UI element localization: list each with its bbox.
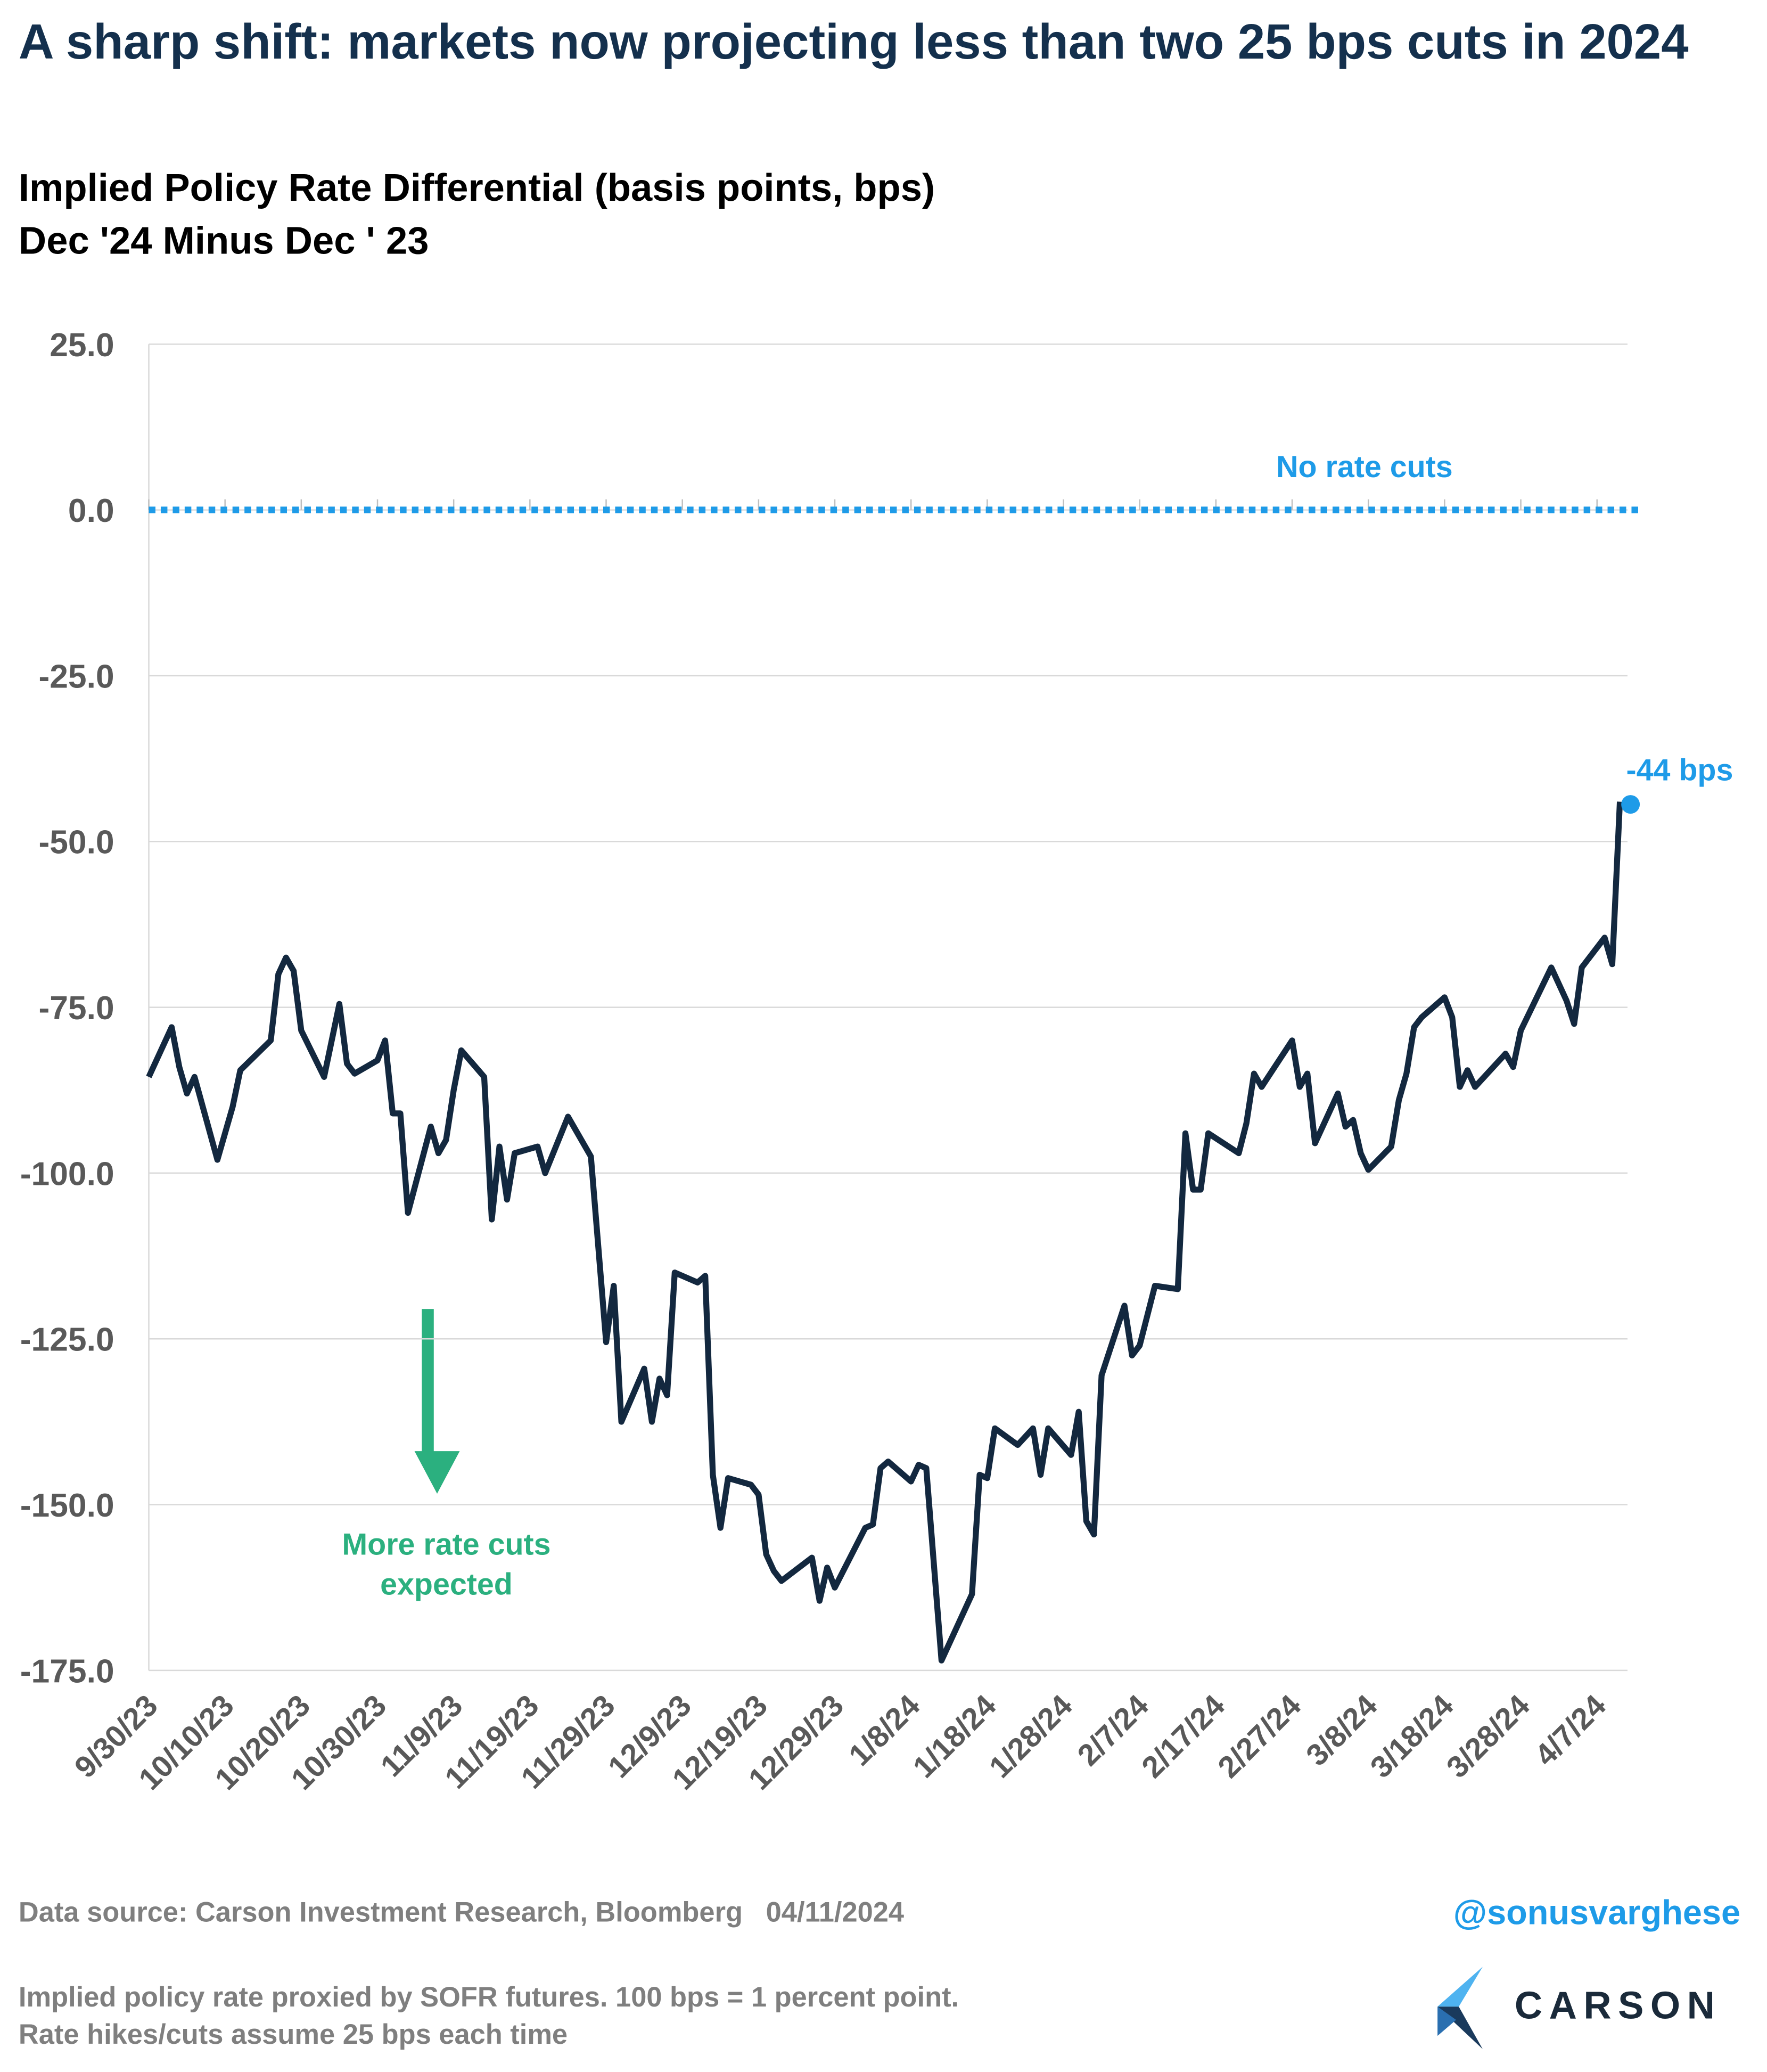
note: Implied policy rate proxied by SOFR futu… [18, 1983, 959, 2013]
data-line [146, 801, 1623, 1664]
y-tick-label: -25.0 [38, 658, 114, 695]
subtitle: Implied Policy Rate Differential (basis … [18, 167, 935, 210]
reference-label: No rate cuts [1276, 450, 1453, 484]
annotation: expected [380, 1568, 513, 1602]
x-tick-label: 1/18/24 [907, 1689, 1003, 1785]
logo-text: CARSON [1514, 1985, 1722, 2028]
handle: @sonusvarghese [1453, 1892, 1741, 1932]
subtitle: Dec '24 Minus Dec ' 23 [18, 220, 429, 264]
y-tick-label: 0.0 [68, 493, 114, 529]
x-tick-label: 3/28/24 [1440, 1689, 1536, 1785]
x-tick-label: 4/7/24 [1528, 1689, 1613, 1773]
x-tick-label: 3/18/24 [1364, 1689, 1460, 1785]
arrow-head [414, 1451, 460, 1494]
y-tick-label: -50.0 [38, 824, 114, 861]
note: Rate hikes/cuts assume 25 bps each time [18, 2020, 568, 2051]
x-tick-label: 2/27/24 [1212, 1689, 1308, 1785]
end-point [1621, 795, 1640, 814]
y-tick-label: -150.0 [20, 1487, 114, 1524]
source: Data source: Carson Investment Research,… [18, 1897, 905, 1928]
logo-mark [1437, 1967, 1483, 2050]
y-tick-label: -75.0 [38, 990, 114, 1027]
y-tick-label: -175.0 [20, 1653, 114, 1690]
end-label: -44 bps [1626, 754, 1733, 788]
chart-title: A sharp shift: markets now projecting le… [18, 14, 1689, 69]
x-tick-label: 2/17/24 [1135, 1689, 1231, 1785]
chart: 25.0 0.0 -25.0 -50.0 -75.0 -100.0 -125.0 -150.0… [20, 327, 1733, 1797]
y-tick-label: -125.0 [20, 1322, 114, 1358]
y-tick-label: -100.0 [20, 1156, 114, 1192]
x-tick-label: 1/28/24 [983, 1689, 1079, 1785]
y-tick-label: 25.0 [50, 327, 114, 364]
annotation: More rate cuts [342, 1528, 550, 1562]
